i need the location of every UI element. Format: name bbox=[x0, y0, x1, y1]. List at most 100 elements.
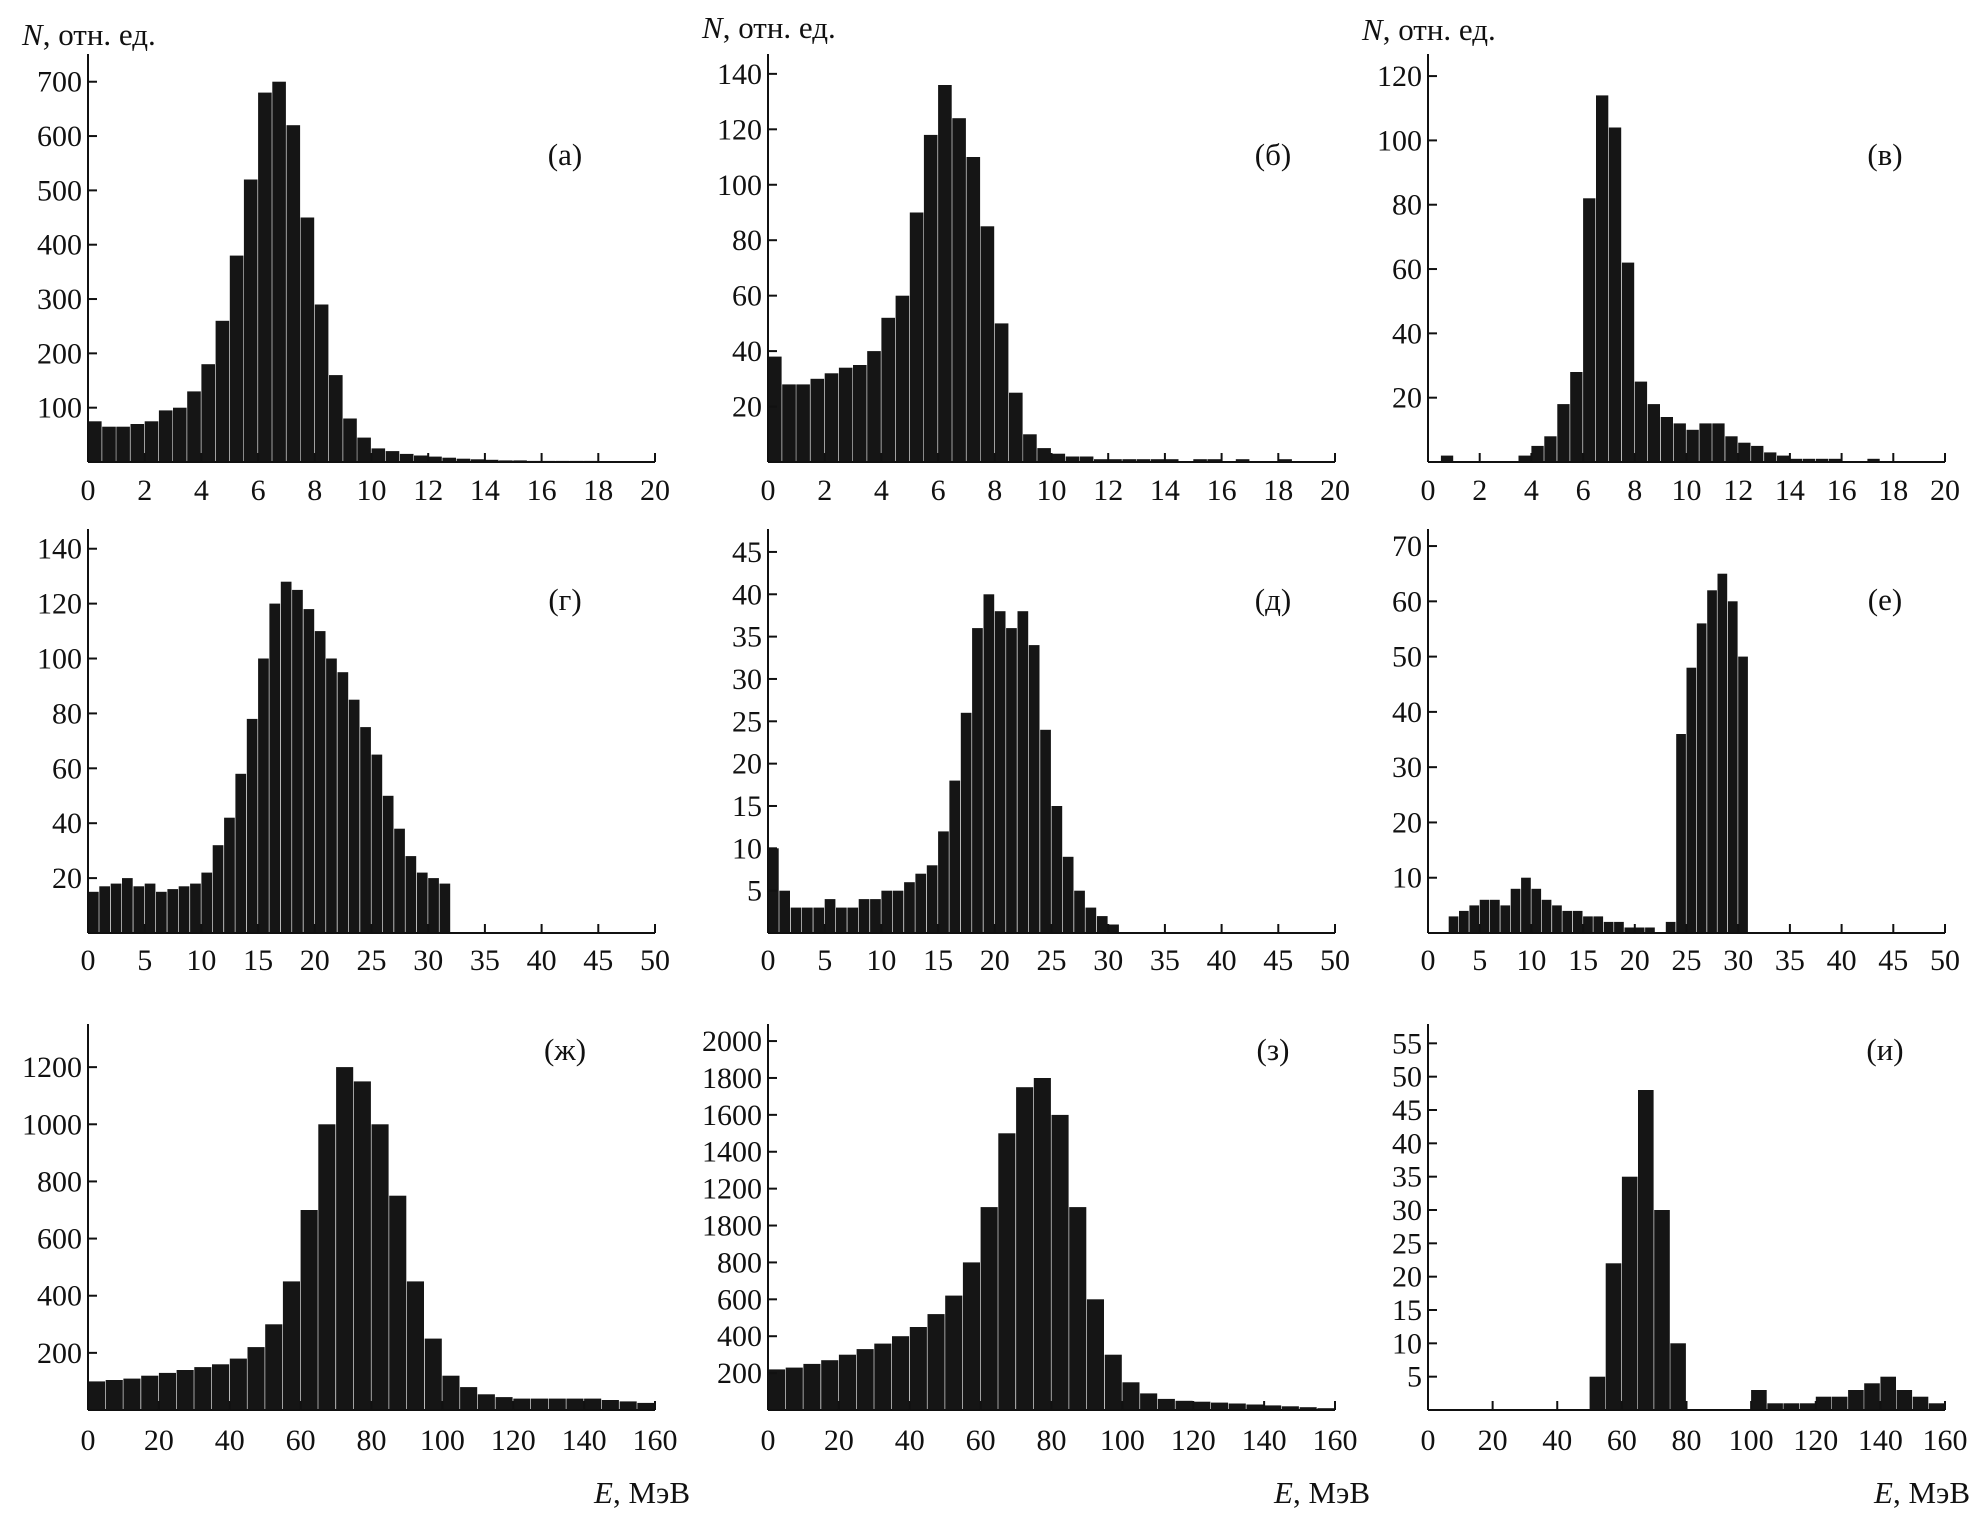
y-tick-label: 40 bbox=[732, 335, 762, 368]
x-tick-label: 140 bbox=[1242, 1424, 1287, 1457]
histogram-bar bbox=[1541, 899, 1552, 933]
y-tick-label: 60 bbox=[52, 752, 82, 785]
y-tick-label: 800 bbox=[37, 1165, 82, 1198]
histogram-bar bbox=[1521, 877, 1531, 933]
histogram-bar bbox=[1108, 924, 1119, 933]
histogram-bar bbox=[156, 891, 167, 933]
histogram-bar bbox=[1479, 899, 1490, 933]
y-tick-label: 120 bbox=[717, 113, 762, 146]
histogram-bar bbox=[318, 1124, 336, 1410]
x-tick-label: 10 bbox=[1516, 944, 1546, 977]
x-tick-label: 10 bbox=[357, 474, 387, 507]
y-tick-label: 100 bbox=[37, 392, 82, 425]
y-axis-title-1-text: , отн. ед. bbox=[43, 17, 156, 52]
histogram-bar bbox=[269, 603, 281, 933]
histogram-bar bbox=[99, 886, 110, 933]
panel-label: (г) bbox=[548, 582, 581, 617]
x-tick-label: 0 bbox=[761, 1424, 776, 1457]
histogram-bar bbox=[768, 1369, 786, 1410]
y-tick-label: 600 bbox=[717, 1283, 762, 1316]
histogram-bar bbox=[1062, 856, 1074, 933]
histogram-bar bbox=[1104, 1354, 1122, 1410]
histogram-bar bbox=[460, 1387, 478, 1410]
x-tick-label: 8 bbox=[1627, 474, 1642, 507]
histogram-bar bbox=[1624, 927, 1635, 933]
histogram-bar bbox=[247, 1347, 265, 1410]
histogram-bar bbox=[1033, 1078, 1051, 1410]
histogram-bar bbox=[858, 899, 870, 933]
y-tick-label: 100 bbox=[717, 169, 762, 202]
y-tick-label: 20 bbox=[732, 391, 762, 424]
y-tick-label: 80 bbox=[52, 697, 82, 730]
histogram-bar bbox=[343, 418, 357, 462]
histogram-bar bbox=[371, 754, 383, 933]
histogram-bar bbox=[300, 1210, 318, 1410]
x-tick-label: 160 bbox=[1923, 1424, 1968, 1457]
x-tick-label: 5 bbox=[137, 944, 152, 977]
histogram-bar bbox=[133, 886, 145, 933]
histogram-bar bbox=[962, 1262, 980, 1410]
x-tick-label: 35 bbox=[470, 944, 500, 977]
x-tick-label: 60 bbox=[1607, 1424, 1637, 1457]
x-tick-label: 4 bbox=[874, 474, 889, 507]
histogram-bar bbox=[584, 1398, 602, 1410]
x-axis-title-1-text: , МэВ bbox=[613, 1475, 690, 1510]
histogram-bar bbox=[1518, 455, 1531, 462]
histogram-bar bbox=[1544, 436, 1557, 462]
histogram-bar bbox=[1136, 459, 1151, 462]
histogram-bar bbox=[980, 226, 995, 462]
x-tick-label: 0 bbox=[1421, 474, 1436, 507]
histogram-bar bbox=[389, 1195, 407, 1410]
histogram-bar bbox=[329, 375, 343, 462]
histogram-bar bbox=[1634, 381, 1648, 462]
histogram-bar bbox=[353, 1081, 371, 1410]
y-tick-label: 40 bbox=[1392, 317, 1422, 350]
histogram-bar bbox=[895, 295, 910, 462]
histogram-bar bbox=[856, 1349, 874, 1410]
histogram-bar bbox=[1928, 1403, 1945, 1410]
histogram-bar bbox=[566, 1398, 584, 1410]
histogram-bar bbox=[246, 718, 258, 933]
x-tick-label: 14 bbox=[1150, 474, 1180, 507]
y-tick-label: 50 bbox=[1392, 1061, 1422, 1094]
histogram-bar bbox=[619, 1401, 637, 1410]
y-tick-label: 45 bbox=[1392, 1094, 1422, 1127]
histogram-bar bbox=[1912, 1396, 1929, 1410]
histogram-bar bbox=[158, 410, 173, 462]
x-tick-label: 45 bbox=[1878, 944, 1908, 977]
histogram-bar bbox=[938, 831, 949, 933]
x-tick-label: 50 bbox=[1320, 944, 1350, 977]
histogram-bar bbox=[1037, 448, 1051, 462]
histogram-bar bbox=[1278, 459, 1292, 462]
chart-panel-8: 0 20 40 60 80 100 120 140 1602004006008001800120… bbox=[702, 1024, 1358, 1457]
histogram-bar bbox=[838, 367, 853, 462]
histogram-bar bbox=[601, 1400, 619, 1410]
histogram-bar bbox=[1867, 458, 1880, 462]
histogram-bar bbox=[1228, 1403, 1246, 1410]
histogram-bar bbox=[1150, 459, 1165, 462]
histogram-bar bbox=[442, 1375, 460, 1410]
x-tick-label: 30 bbox=[1093, 944, 1123, 977]
histogram-bar bbox=[870, 899, 881, 933]
histogram-bar bbox=[1725, 436, 1738, 462]
y-tick-label: 1200 bbox=[22, 1051, 82, 1084]
histogram-bar bbox=[424, 1338, 442, 1410]
x-tick-label: 160 bbox=[633, 1424, 678, 1457]
histogram-bar bbox=[1789, 458, 1803, 462]
histogram-bar bbox=[1040, 729, 1051, 933]
x-axis-title-3-symbol: E bbox=[1873, 1475, 1893, 1510]
x-tick-label: 18 bbox=[1878, 474, 1908, 507]
y-tick-label: 40 bbox=[732, 578, 762, 611]
y-tick-label: 30 bbox=[732, 663, 762, 696]
y-tick-label: 140 bbox=[37, 533, 82, 566]
histogram-bar bbox=[1799, 1403, 1816, 1410]
y-tick-label: 5 bbox=[1407, 1361, 1422, 1394]
histogram-bar bbox=[1593, 916, 1604, 933]
histogram-bar bbox=[779, 890, 790, 933]
histogram-bar bbox=[1065, 456, 1080, 462]
histogram-bar bbox=[1712, 423, 1725, 462]
y-tick-label: 20 bbox=[52, 862, 82, 895]
x-tick-label: 0 bbox=[81, 944, 96, 977]
x-tick-label: 10 bbox=[866, 944, 896, 977]
x-tick-label: 0 bbox=[81, 474, 96, 507]
